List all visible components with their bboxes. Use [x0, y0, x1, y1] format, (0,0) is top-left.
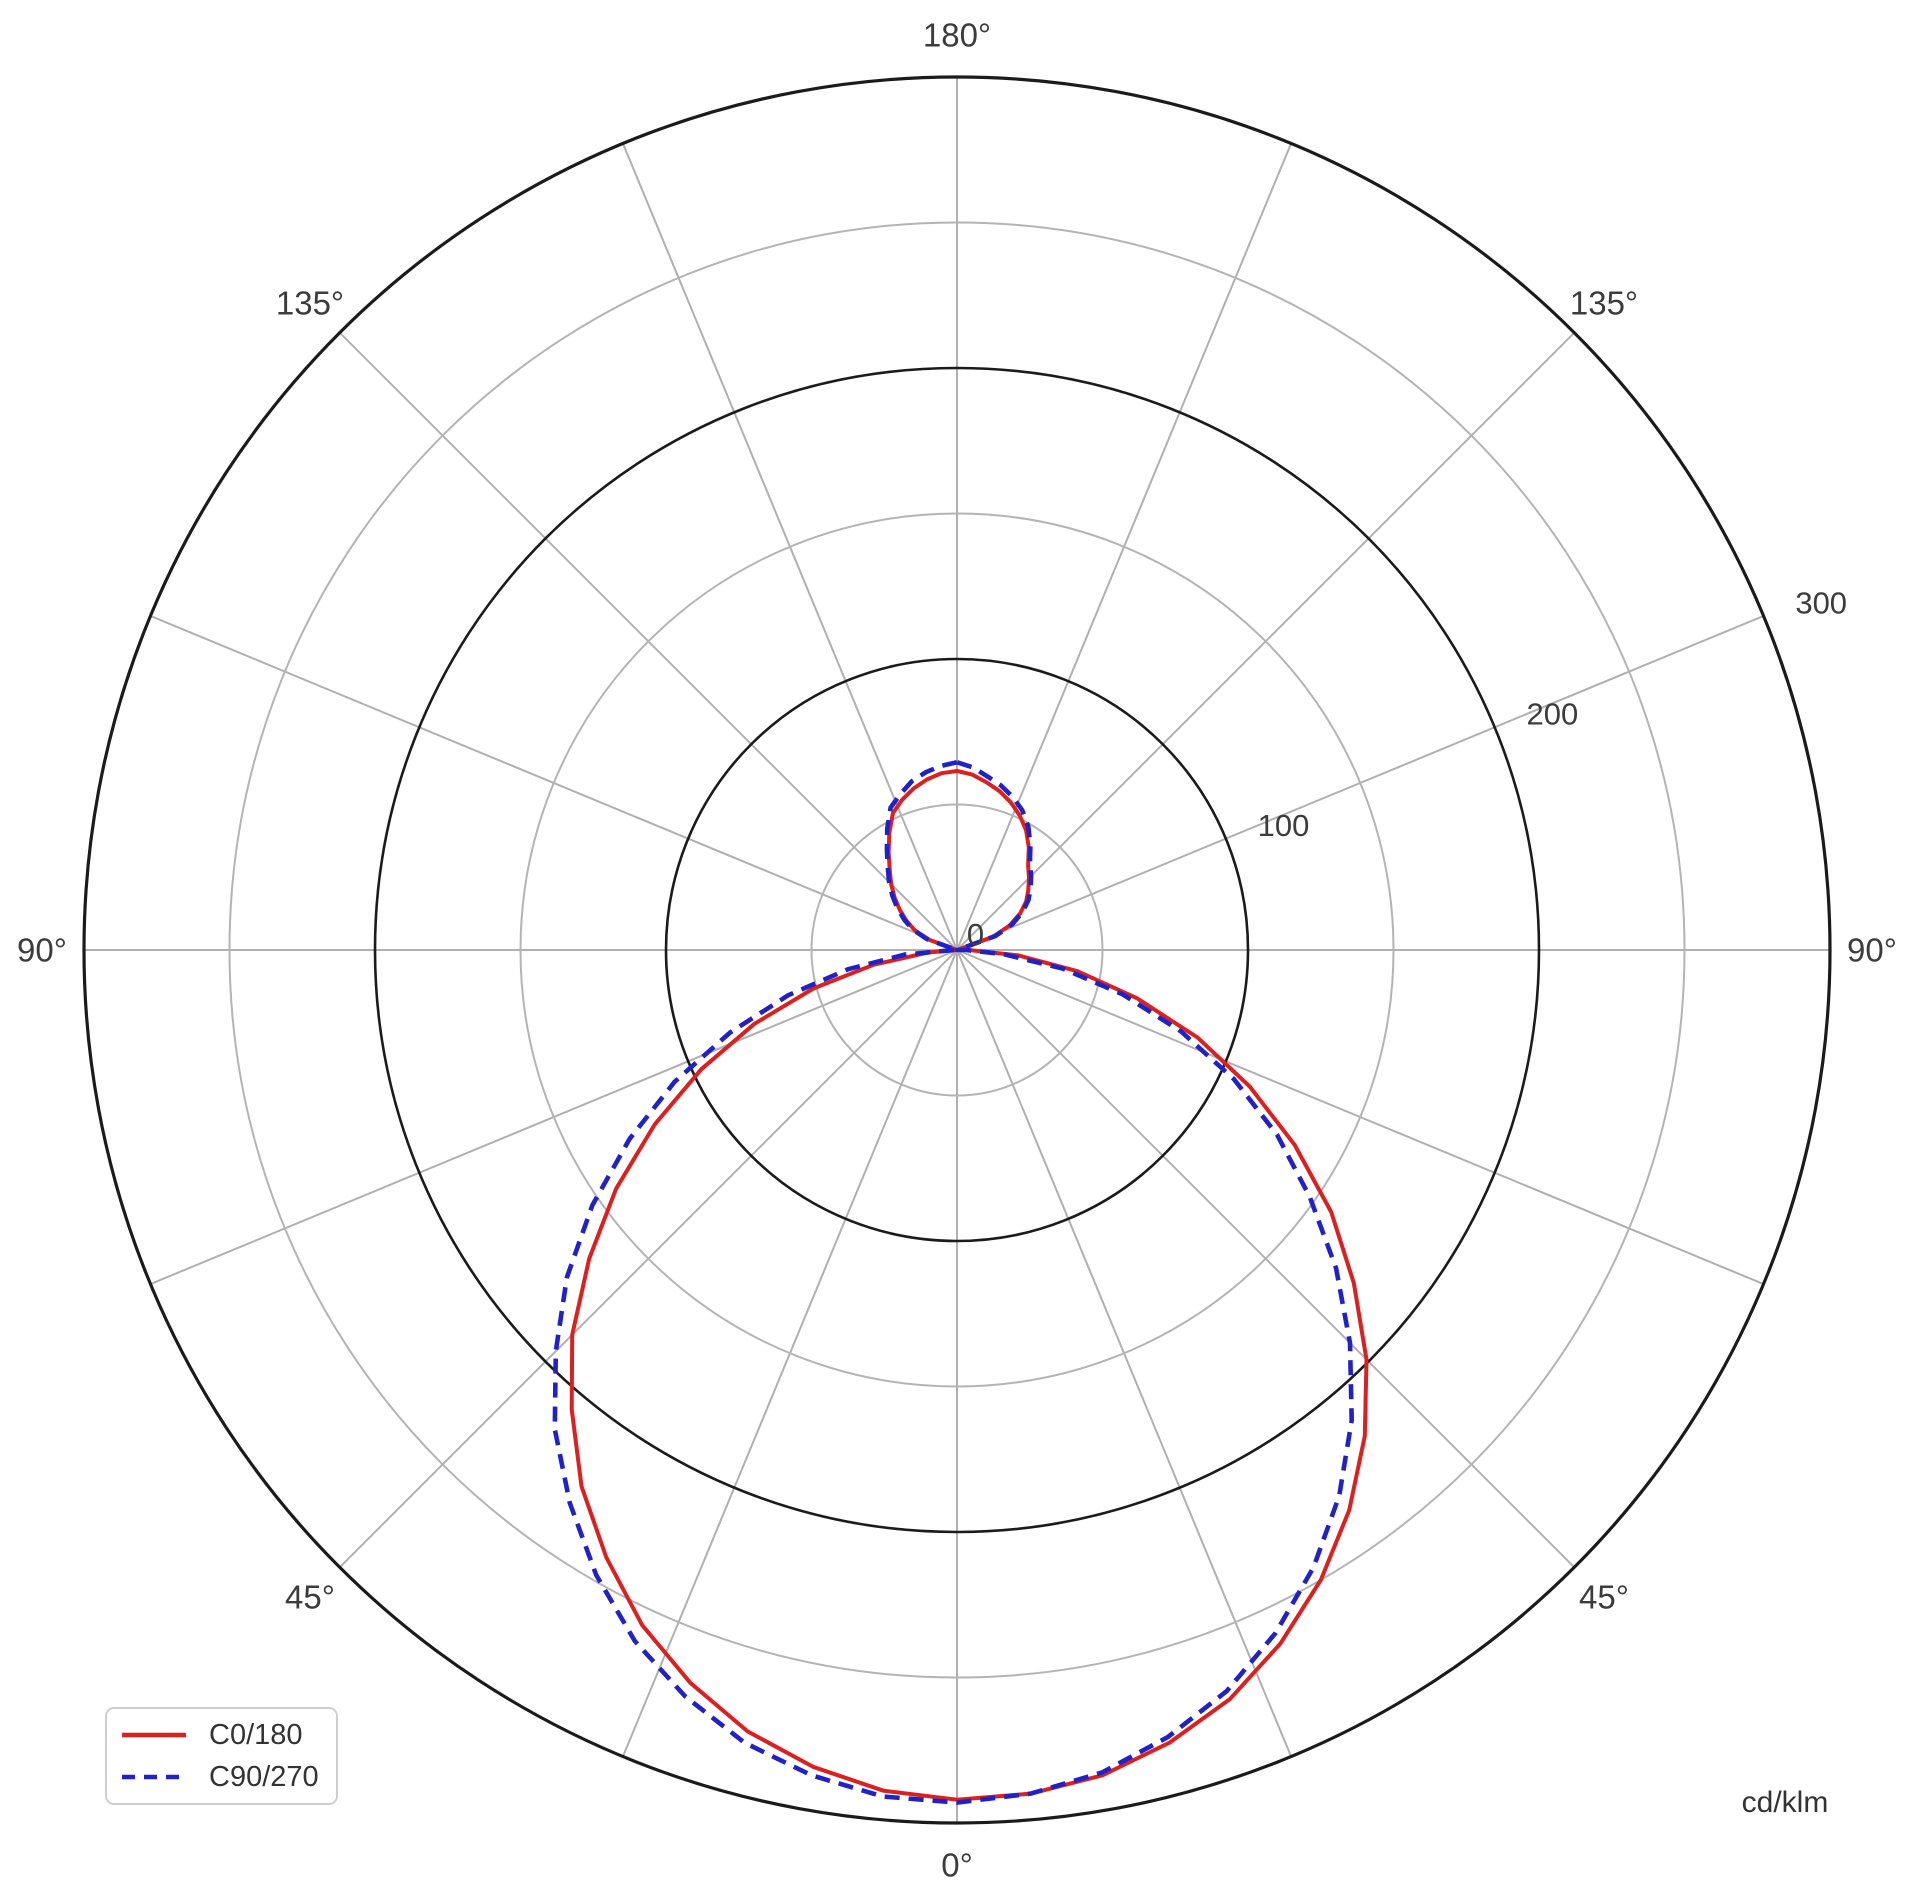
- legend-row-c90-270: C90/270: [119, 1761, 336, 1793]
- polar-radius-rings: [82, 75, 1832, 1825]
- angle-label-90-left: 90°: [17, 932, 67, 969]
- angle-label-45-left: 45°: [285, 1579, 335, 1616]
- radius-label-300: 300: [1795, 585, 1847, 620]
- radius-label-100: 100: [1258, 808, 1310, 843]
- angle-label-135: 135°: [1570, 284, 1638, 321]
- angle-label-45: 45°: [1579, 1579, 1629, 1616]
- units-label: cd/klm: [1741, 1786, 1829, 1819]
- ring-major-200: [373, 366, 1541, 1534]
- ring-minor-150: [519, 512, 1395, 1388]
- ring-minor-50: [810, 803, 1104, 1097]
- curve-c90-270: [552, 760, 1354, 1805]
- intensity-curves: [552, 760, 1369, 1805]
- legend: C0/180 C90/270: [105, 1707, 338, 1805]
- ring-major-100: [664, 657, 1250, 1243]
- legend-label-c90-270: C90/270: [209, 1760, 319, 1793]
- angle-label-0: 0°: [941, 1847, 973, 1884]
- legend-line-solid-icon: [122, 1732, 186, 1738]
- radius-label-200: 200: [1526, 697, 1578, 732]
- legend-line-dashed-icon: [122, 1774, 186, 1780]
- angle-tick-labels: 0° 45° 45° 90° 90° 135° 135° 180°: [17, 17, 1897, 1884]
- legend-label-c0-180: C0/180: [209, 1718, 303, 1751]
- ring-rim-300: [82, 75, 1832, 1825]
- radius-tick-labels: 0 100 200 300: [967, 585, 1847, 952]
- radius-label-0: 0: [967, 917, 984, 952]
- angle-label-135-left: 135°: [276, 284, 344, 321]
- ring-minor-250: [228, 221, 1686, 1679]
- angle-label-180: 180°: [923, 17, 991, 54]
- angle-label-90: 90°: [1847, 932, 1897, 969]
- legend-row-c0-180: C0/180: [119, 1719, 336, 1751]
